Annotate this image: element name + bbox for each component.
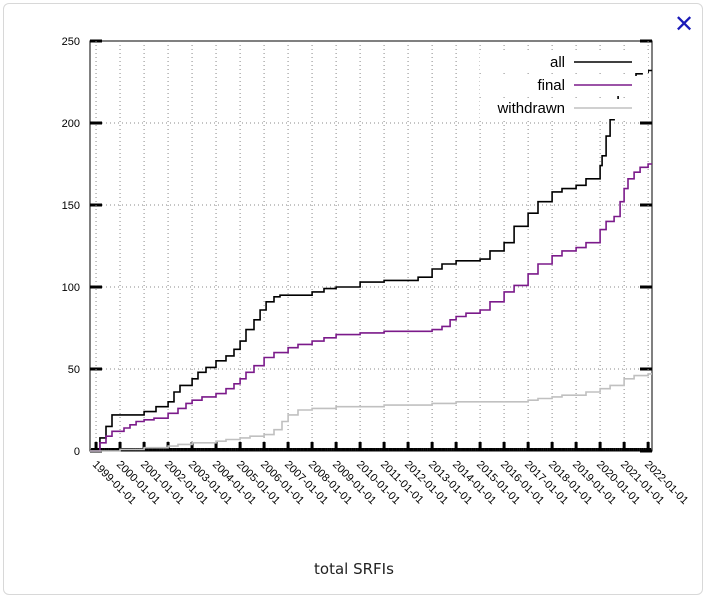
y-tick-label: 0 — [74, 446, 80, 458]
y-tick-label: 50 — [68, 364, 80, 376]
chart-caption: total SRFIs — [314, 560, 394, 578]
legend-label-withdrawn: withdrawn — [496, 100, 565, 117]
legend-background — [480, 99, 648, 119]
y-tick-label: 250 — [62, 36, 80, 48]
legend-label-all: all — [550, 54, 565, 71]
series-line-withdrawn — [90, 373, 652, 452]
legend-label-final: final — [537, 77, 565, 94]
y-tick-label: 150 — [62, 200, 80, 212]
legend-background — [480, 76, 648, 96]
y-tick-label: 200 — [62, 118, 80, 130]
close-icon[interactable]: ✕ — [673, 10, 695, 38]
series-line-all — [90, 69, 652, 452]
y-tick-label: 100 — [62, 282, 80, 294]
legend-background — [480, 53, 648, 73]
series-line-final — [90, 163, 652, 452]
